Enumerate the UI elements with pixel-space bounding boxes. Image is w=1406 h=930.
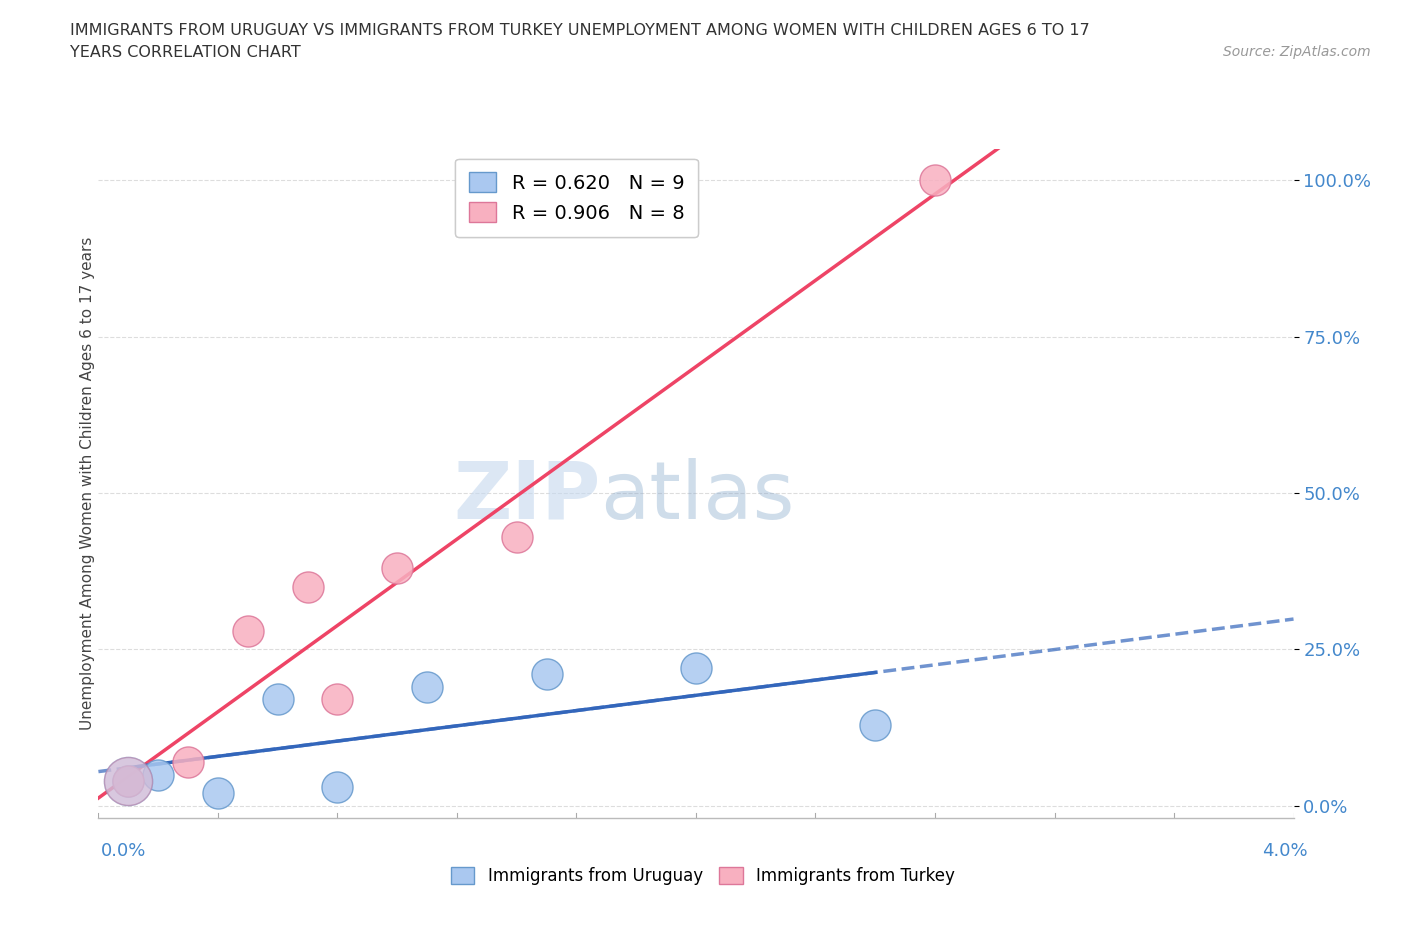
Point [117,774,139,789]
Text: 0.0%: 0.0% [101,842,146,860]
Text: 4.0%: 4.0% [1263,842,1308,860]
Point [236,623,259,638]
Point [326,779,349,794]
Point [385,561,409,576]
Point [924,173,946,188]
Point [148,767,170,782]
Text: YEARS CORRELATION CHART: YEARS CORRELATION CHART [70,45,301,60]
Point [685,661,707,676]
Y-axis label: Unemployment Among Women with Children Ages 6 to 17 years: Unemployment Among Women with Children A… [80,237,94,730]
Text: atlas: atlas [600,458,794,536]
Point [117,774,139,789]
Point [117,774,139,789]
Point [416,680,439,695]
Legend: Immigrants from Uruguay, Immigrants from Turkey: Immigrants from Uruguay, Immigrants from… [443,859,963,894]
Point [536,667,558,682]
Point [267,692,290,707]
Text: IMMIGRANTS FROM URUGUAY VS IMMIGRANTS FROM TURKEY UNEMPLOYMENT AMONG WOMEN WITH : IMMIGRANTS FROM URUGUAY VS IMMIGRANTS FR… [70,23,1090,38]
Text: Source: ZipAtlas.com: Source: ZipAtlas.com [1223,45,1371,59]
Point [117,774,139,789]
Point [863,717,886,732]
Point [177,754,200,769]
Point [326,692,349,707]
Point [506,529,529,544]
Text: ZIP: ZIP [453,458,600,536]
Point [297,579,319,594]
Point [207,786,229,801]
Legend: R = 0.620   N = 9, R = 0.906   N = 8: R = 0.620 N = 9, R = 0.906 N = 8 [456,158,697,236]
